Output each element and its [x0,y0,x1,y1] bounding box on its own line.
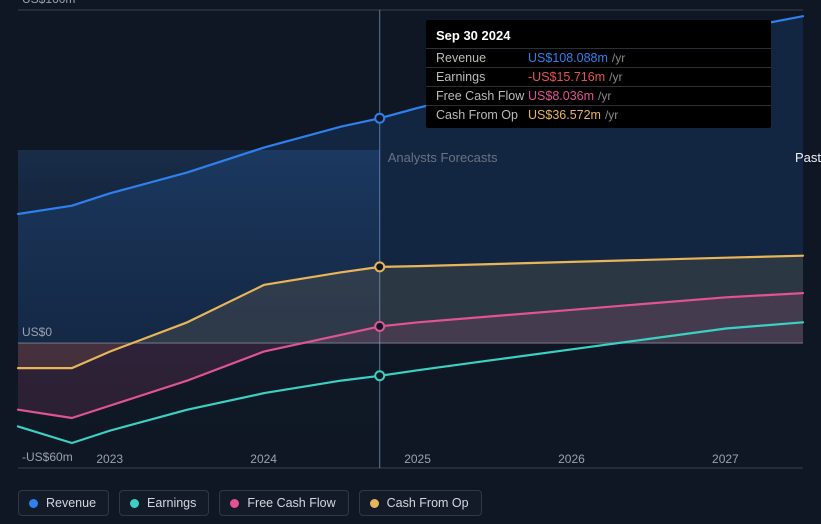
tooltip-row: Cash From OpUS$36.572m/yr [426,105,771,124]
legend-item-revenue[interactable]: Revenue [18,490,109,516]
legend-item-earnings[interactable]: Earnings [119,490,209,516]
financial-forecast-chart: US$160mUS$0-US$60m20232024202520262027Pa… [0,0,821,524]
tooltip-row-unit: /yr [609,70,622,84]
legend-dot-icon [370,499,379,508]
legend-item-label: Earnings [147,496,196,510]
legend-dot-icon [230,499,239,508]
legend-item-label: Revenue [46,496,96,510]
legend-item-label: Free Cash Flow [247,496,335,510]
tooltip-row-value: US$108.088m [528,51,608,65]
legend-dot-icon [29,499,38,508]
legend-item-label: Cash From Op [387,496,469,510]
tooltip-date: Sep 30 2024 [426,26,771,48]
tooltip-row-unit: /yr [598,89,611,103]
tooltip-row: Free Cash FlowUS$8.036m/yr [426,86,771,105]
tooltip-row: RevenueUS$108.088m/yr [426,48,771,67]
legend-item-free-cash-flow[interactable]: Free Cash Flow [219,490,348,516]
tooltip-row-label: Earnings [436,70,528,84]
tooltip-row-value: US$8.036m [528,89,594,103]
tooltip-row-label: Free Cash Flow [436,89,528,103]
tooltip-row: Earnings-US$15.716m/yr [426,67,771,86]
tooltip-row-unit: /yr [605,108,618,122]
legend-item-cash-from-op[interactable]: Cash From Op [359,490,482,516]
tooltip-row-value: -US$15.716m [528,70,605,84]
chart-tooltip: Sep 30 2024 RevenueUS$108.088m/yrEarning… [426,20,771,128]
legend-dot-icon [130,499,139,508]
chart-legend: Revenue Earnings Free Cash Flow Cash From O… [18,490,482,516]
tooltip-row-unit: /yr [612,51,625,65]
tooltip-row-label: Revenue [436,51,528,65]
tooltip-row-label: Cash From Op [436,108,528,122]
tooltip-row-value: US$36.572m [528,108,601,122]
